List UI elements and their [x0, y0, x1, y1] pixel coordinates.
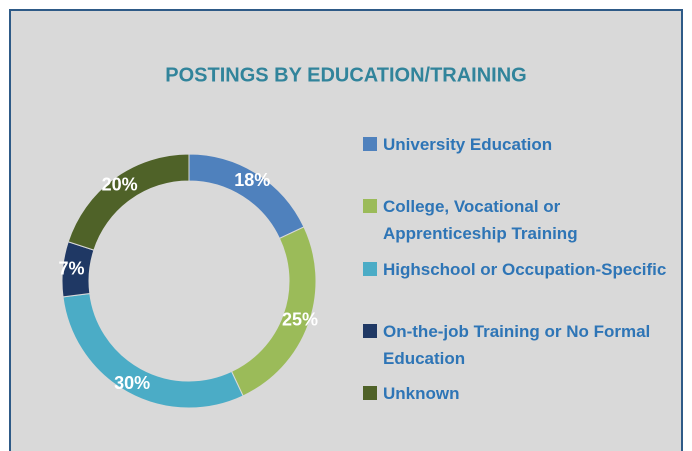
legend-swatch — [363, 262, 377, 276]
legend-item: College, Vocational or Apprenticeship Tr… — [363, 193, 673, 247]
legend-label: On-the-job Training or No Formal Educati… — [383, 322, 651, 368]
legend-label: College, Vocational or Apprenticeship Tr… — [383, 197, 578, 243]
legend-label: Highschool or Occupation-Specific — [383, 260, 667, 279]
legend-item: University Education — [363, 131, 673, 158]
legend-item: On-the-job Training or No Formal Educati… — [363, 318, 673, 372]
data-label: 7% — [59, 259, 85, 279]
legend-item: Highschool or Occupation-Specific — [363, 256, 673, 283]
legend-label: Unknown — [383, 384, 460, 403]
legend-swatch — [363, 324, 377, 338]
data-label: 18% — [234, 170, 270, 190]
donut-slice — [67, 153, 190, 251]
legend-swatch — [363, 199, 377, 213]
data-label: 30% — [114, 373, 150, 393]
legend-swatch — [363, 137, 377, 151]
legend-label: University Education — [383, 135, 553, 154]
chart-title: POSTINGS BY EDUCATION/TRAINING — [165, 64, 527, 86]
legend-item: Unknown — [363, 380, 673, 407]
legend-swatch — [363, 386, 377, 400]
data-label: 20% — [102, 174, 138, 194]
data-label: 25% — [282, 310, 318, 330]
